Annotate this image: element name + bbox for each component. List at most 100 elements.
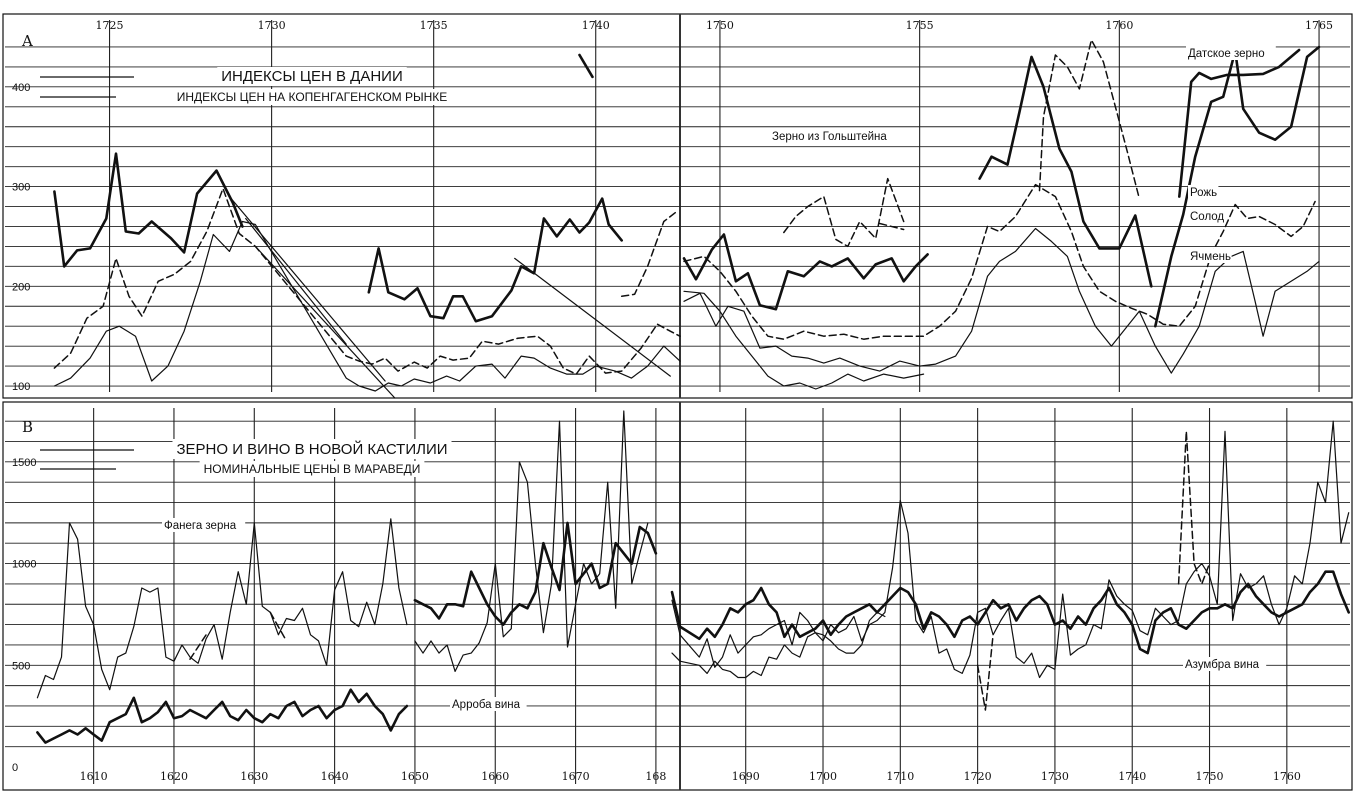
x-tick-label: 168 <box>645 770 666 783</box>
x-tick-label: 1760 <box>1273 770 1301 783</box>
series-label: Фанега зерна <box>164 520 237 532</box>
series-line <box>36 518 408 699</box>
x-tick-label: 1740 <box>1118 770 1146 783</box>
x-tick-label: 1760 <box>1105 19 1133 32</box>
series-line <box>254 245 396 399</box>
title-background <box>172 89 452 105</box>
x-tick-label: 1740 <box>582 19 610 32</box>
series-label-background <box>770 129 900 143</box>
series-label-background <box>1188 209 1225 223</box>
panel-label: B <box>22 418 33 436</box>
series-label-background <box>450 697 527 711</box>
series-фанега-зерна <box>189 430 1211 711</box>
series-label-background <box>1183 657 1267 671</box>
series-line <box>228 196 386 382</box>
series-line <box>783 177 905 248</box>
series-line <box>1038 39 1141 200</box>
x-tick-label: 1670 <box>562 770 590 783</box>
series-line <box>414 410 649 673</box>
series-line <box>53 220 681 392</box>
series-line <box>682 233 929 311</box>
series-label: Датское зерно <box>1188 48 1265 60</box>
x-tick-label: 1610 <box>80 770 108 783</box>
y-tick-label: 500 <box>12 660 30 672</box>
series-label: Арроба вина <box>452 699 521 711</box>
series-line <box>878 222 905 231</box>
series-line <box>245 217 347 345</box>
series-line <box>53 152 244 268</box>
series-line <box>683 183 1316 340</box>
series-line <box>36 688 409 744</box>
series-line <box>189 634 207 660</box>
chart-title: ЗЕРНО И ВИНО В НОВОЙ КАСТИЛИИ <box>176 440 447 458</box>
y-tick-label: 1000 <box>12 559 36 571</box>
series-арроба-вина <box>36 688 409 744</box>
x-tick-label: 1660 <box>481 770 509 783</box>
y-tick-label: 300 <box>12 182 30 194</box>
series-label-background <box>1188 185 1219 199</box>
x-tick-label: 1755 <box>906 19 934 32</box>
x-tick-label: 1750 <box>706 19 734 32</box>
series-line <box>976 634 994 711</box>
y-tick-label: 400 <box>12 82 30 94</box>
series-label: Ячмень <box>1190 251 1231 263</box>
title-background <box>172 439 452 459</box>
series-line <box>514 257 671 377</box>
series-line <box>269 611 288 642</box>
title-background <box>217 67 407 86</box>
x-tick-label: 1650 <box>401 770 429 783</box>
series-label: Рожь <box>1190 187 1217 199</box>
x-tick-label: 1730 <box>1041 770 1069 783</box>
series-label-background <box>162 518 246 532</box>
chart-title: ИНДЕКСЫ ЦЕН В ДАНИИ <box>221 68 402 85</box>
panel-frame <box>2 401 1353 791</box>
y-tick-label: 0 <box>12 762 18 774</box>
y-tick-label: 1500 <box>12 457 36 469</box>
x-tick-label: 1735 <box>420 19 448 32</box>
series-рожь <box>682 55 1153 311</box>
series-label: Солод <box>1190 211 1224 223</box>
series-line <box>670 570 1350 655</box>
series-unnamed-5 <box>228 196 925 399</box>
series-азумбра-вина <box>671 611 886 679</box>
x-tick-label: 1710 <box>886 770 914 783</box>
x-tick-label: 1725 <box>96 19 124 32</box>
series-line <box>53 187 681 375</box>
x-tick-label: 1620 <box>160 770 188 783</box>
series-line <box>671 611 886 679</box>
x-tick-label: 1765 <box>1305 19 1333 32</box>
x-tick-label: 1700 <box>809 770 837 783</box>
series-зерно-из-гольштейна <box>783 39 1141 248</box>
x-tick-label: 1730 <box>258 19 286 32</box>
title-background <box>199 461 425 477</box>
chart-subtitle: НОМИНАЛЬНЫЕ ЦЕНЫ В МАРАВЕДИ <box>204 462 421 476</box>
series-label: Зерно из Гольштейна <box>772 131 887 143</box>
y-tick-label: 100 <box>12 381 30 393</box>
x-tick-label: 1640 <box>321 770 349 783</box>
x-tick-label: 1750 <box>1196 770 1224 783</box>
panel-label: A <box>21 32 33 50</box>
series-label-background <box>1186 46 1276 60</box>
x-tick-label: 1720 <box>964 770 992 783</box>
series-line <box>1177 430 1211 585</box>
panel-frame <box>2 13 1353 399</box>
series-unnamed-2 <box>413 521 1350 655</box>
series-label-background <box>1188 249 1232 263</box>
series-line <box>413 521 658 626</box>
series-line <box>578 53 594 79</box>
series-line <box>367 197 624 323</box>
series-label: Азумбра вина <box>1185 659 1260 671</box>
x-tick-label: 1690 <box>732 770 760 783</box>
series-фанега-зерна <box>36 410 1350 699</box>
series-line <box>620 210 678 298</box>
y-tick-label: 200 <box>12 281 30 293</box>
series-ячмень <box>53 220 1320 392</box>
series-line <box>978 55 1153 288</box>
series-line <box>1178 48 1301 198</box>
series-line <box>671 420 1350 679</box>
x-tick-label: 1630 <box>240 770 268 783</box>
series-line <box>683 227 1320 374</box>
series-солод <box>53 183 1316 375</box>
